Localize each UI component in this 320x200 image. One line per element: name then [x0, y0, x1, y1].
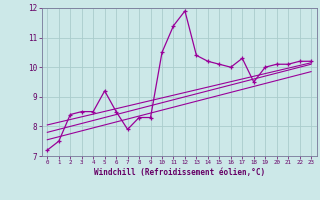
- X-axis label: Windchill (Refroidissement éolien,°C): Windchill (Refroidissement éolien,°C): [94, 168, 265, 177]
